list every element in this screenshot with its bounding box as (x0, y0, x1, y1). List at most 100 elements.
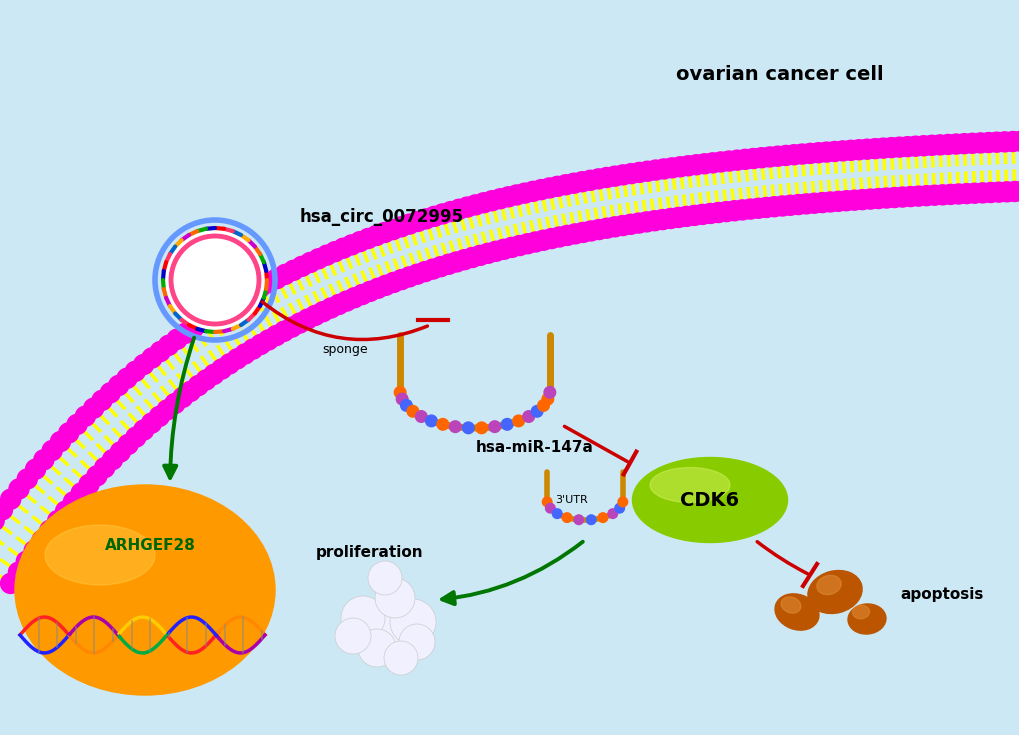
Circle shape (547, 176, 567, 196)
Circle shape (415, 262, 434, 282)
Circle shape (872, 138, 893, 158)
FancyArrowPatch shape (441, 542, 582, 604)
Circle shape (383, 273, 404, 293)
Circle shape (541, 229, 560, 248)
Circle shape (266, 326, 286, 345)
Circle shape (25, 459, 46, 479)
Circle shape (556, 226, 577, 245)
Circle shape (391, 270, 411, 290)
Circle shape (956, 184, 976, 204)
Text: hsa-miR-147a: hsa-miR-147a (476, 440, 593, 455)
Circle shape (883, 187, 904, 207)
Circle shape (242, 282, 262, 302)
Circle shape (621, 215, 640, 234)
Circle shape (321, 298, 340, 318)
Circle shape (225, 291, 246, 312)
Circle shape (555, 175, 576, 195)
Circle shape (0, 500, 12, 520)
Circle shape (867, 189, 888, 209)
Circle shape (543, 387, 555, 398)
Circle shape (336, 291, 357, 311)
Circle shape (586, 515, 595, 525)
Circle shape (533, 230, 553, 250)
Circle shape (580, 171, 600, 190)
Circle shape (692, 204, 711, 224)
Circle shape (767, 146, 787, 166)
Circle shape (407, 406, 418, 417)
Circle shape (103, 450, 122, 470)
Ellipse shape (649, 467, 730, 503)
Circle shape (333, 238, 353, 258)
Circle shape (808, 143, 827, 162)
Circle shape (440, 201, 461, 221)
Circle shape (383, 220, 403, 240)
Circle shape (628, 213, 648, 233)
Circle shape (969, 133, 989, 153)
Circle shape (549, 227, 569, 247)
Circle shape (994, 132, 1014, 152)
Circle shape (860, 189, 879, 209)
Circle shape (913, 136, 933, 156)
Circle shape (17, 469, 38, 489)
Circle shape (8, 562, 29, 582)
Circle shape (523, 411, 534, 423)
Circle shape (189, 376, 208, 395)
Circle shape (875, 188, 896, 208)
Circle shape (948, 184, 968, 204)
Circle shape (200, 306, 220, 326)
Circle shape (652, 209, 672, 229)
Circle shape (763, 197, 784, 217)
Circle shape (596, 168, 616, 187)
Circle shape (775, 146, 795, 165)
Circle shape (1010, 132, 1019, 151)
FancyArrowPatch shape (262, 302, 427, 340)
Circle shape (964, 183, 983, 203)
Circle shape (305, 305, 325, 326)
Circle shape (308, 248, 328, 269)
Circle shape (133, 420, 154, 440)
Circle shape (192, 312, 212, 332)
Circle shape (800, 143, 819, 163)
Circle shape (572, 172, 592, 192)
Circle shape (462, 248, 482, 268)
Circle shape (718, 151, 739, 171)
Circle shape (889, 137, 909, 157)
Circle shape (172, 387, 193, 407)
Circle shape (219, 354, 239, 374)
Circle shape (596, 218, 616, 238)
Text: sponge: sponge (322, 343, 368, 356)
Circle shape (607, 509, 616, 518)
Circle shape (313, 301, 333, 322)
Circle shape (694, 154, 714, 173)
Circle shape (832, 141, 852, 161)
Circle shape (667, 207, 688, 227)
Circle shape (375, 276, 395, 295)
Circle shape (908, 186, 927, 206)
Circle shape (513, 415, 524, 427)
Circle shape (180, 381, 201, 401)
Circle shape (660, 209, 680, 229)
Circle shape (142, 413, 161, 433)
Circle shape (328, 295, 348, 315)
Circle shape (708, 203, 728, 223)
Circle shape (840, 140, 860, 160)
Circle shape (9, 479, 29, 499)
Circle shape (167, 329, 186, 349)
Circle shape (506, 185, 526, 205)
Circle shape (344, 287, 364, 308)
Circle shape (423, 259, 442, 279)
Circle shape (289, 313, 310, 333)
Text: CDK6: CDK6 (680, 490, 739, 509)
Circle shape (478, 243, 497, 263)
Circle shape (629, 162, 649, 182)
Circle shape (150, 342, 170, 362)
Circle shape (399, 214, 419, 234)
Circle shape (796, 194, 815, 214)
Circle shape (985, 132, 1006, 152)
Circle shape (740, 199, 759, 219)
Circle shape (946, 134, 965, 154)
Circle shape (142, 348, 162, 368)
Circle shape (473, 193, 493, 213)
Circle shape (852, 190, 871, 209)
Circle shape (573, 223, 592, 243)
